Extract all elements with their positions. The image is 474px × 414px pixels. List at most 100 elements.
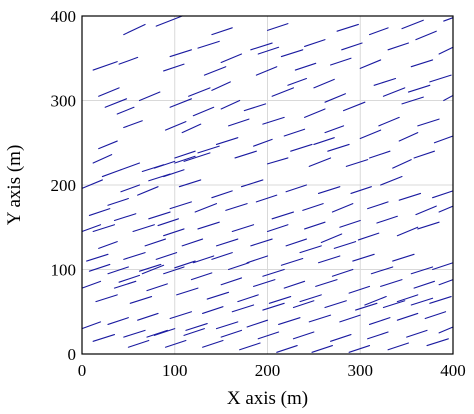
- fracture-segment: [429, 74, 452, 83]
- x-tick-label: 100: [162, 361, 188, 380]
- fracture-segment: [367, 331, 389, 340]
- fracture-segment: [107, 197, 129, 206]
- fracture-segment: [324, 300, 347, 309]
- fracture-segment: [107, 317, 129, 325]
- fracture-segment: [401, 19, 424, 30]
- fracture-segment: [285, 238, 308, 247]
- fracture-segment: [123, 120, 143, 129]
- fracture-segment: [413, 280, 436, 289]
- fracture-segment: [266, 157, 289, 165]
- fracture-segment: [299, 294, 322, 303]
- fracture-segment: [138, 263, 162, 272]
- fracture-segment: [317, 186, 341, 194]
- fracture-segment: [392, 253, 415, 262]
- fracture-segment: [163, 228, 185, 237]
- fracture-segment: [438, 279, 454, 286]
- y-tick-label: 100: [51, 261, 77, 280]
- fracture-segment: [257, 46, 280, 55]
- fracture-segment: [432, 262, 454, 271]
- fracture-segment: [120, 184, 141, 193]
- fracture-segment: [380, 279, 403, 287]
- fracture-segment: [123, 252, 146, 260]
- fracture-segment: [164, 121, 187, 131]
- fracture-segment: [239, 342, 261, 351]
- fracture-segment: [118, 56, 139, 65]
- fracture-segment: [215, 137, 239, 145]
- fracture-segment: [359, 59, 382, 69]
- fracture-segment: [206, 291, 230, 300]
- fracture-segment: [396, 226, 419, 237]
- fracture-segment: [308, 157, 332, 167]
- x-tick-label: 0: [78, 361, 87, 380]
- fracture-segment: [253, 279, 276, 287]
- fracture-segment: [378, 116, 400, 127]
- fracture-segment: [432, 190, 454, 199]
- fracture-segment: [324, 93, 346, 103]
- fracture-segment: [262, 302, 285, 311]
- fracture-segment: [280, 49, 304, 58]
- fracture-segment: [438, 326, 454, 334]
- fracture-segment: [380, 176, 403, 186]
- fracture-segment: [396, 312, 419, 321]
- fracture-segment: [197, 40, 220, 49]
- fracture-segment: [141, 164, 165, 173]
- fracture-segment: [304, 108, 326, 118]
- fracture-segment: [266, 224, 289, 233]
- fracture-segment: [313, 137, 335, 145]
- fracture-segment: [81, 179, 103, 189]
- fracture-segment: [396, 294, 419, 303]
- fracture-segment: [237, 294, 259, 303]
- fracture-segment: [190, 272, 213, 281]
- fracture-segment: [373, 77, 397, 86]
- fracture-segment: [220, 329, 243, 338]
- y-tick-label: 0: [68, 345, 77, 364]
- fracture-segment: [341, 42, 363, 51]
- fracture-segment: [331, 268, 354, 277]
- fracture-segment: [246, 255, 269, 264]
- fracture-segment: [240, 179, 264, 188]
- fracture-segment: [413, 150, 436, 159]
- fracture-segment: [234, 150, 257, 159]
- x-tick-label: 300: [348, 361, 374, 380]
- fracture-segment: [127, 339, 150, 348]
- fracture-segment: [211, 252, 233, 260]
- fracture-segment: [98, 140, 118, 150]
- y-tick-label: 300: [51, 92, 77, 111]
- x-axis-label: X axis (m): [227, 388, 308, 409]
- fracture-segment: [262, 116, 285, 125]
- fracture-segment: [169, 98, 192, 108]
- fracture-segment: [304, 39, 326, 47]
- fracture-segment: [255, 66, 278, 76]
- fracture-segment: [415, 30, 437, 41]
- fracture-segment: [287, 77, 308, 86]
- fracture-segment: [146, 283, 168, 292]
- fracture-segment: [153, 328, 176, 336]
- fracture-segment: [276, 344, 298, 353]
- fracture-segment: [324, 125, 345, 134]
- fracture-segment: [262, 268, 285, 277]
- fracture-segment: [181, 123, 202, 134]
- fracture-segment: [211, 190, 233, 199]
- fracture-segment: [315, 279, 338, 287]
- fracture-segment: [426, 338, 449, 347]
- fracture-segment: [144, 238, 167, 247]
- fracture-segment: [417, 118, 440, 127]
- fracture-segment: [382, 300, 406, 309]
- fracture-segment: [392, 159, 412, 169]
- fracture-segment: [81, 321, 102, 330]
- fracture-segment: [95, 294, 118, 303]
- fracture-segment: [197, 145, 220, 154]
- fracture-segment: [155, 15, 183, 27]
- fracture-segment: [163, 169, 185, 178]
- fracture-segment: [271, 211, 295, 220]
- fracture-segment: [308, 314, 332, 323]
- fracture-segment: [174, 260, 196, 269]
- fracture-segment: [406, 329, 428, 338]
- fracture-segment: [278, 317, 301, 325]
- fracture-segment: [215, 238, 239, 247]
- fracture-segment: [320, 233, 343, 244]
- fracture-segment: [192, 255, 215, 264]
- fracture-segment: [382, 87, 406, 97]
- fracture-segment: [98, 241, 118, 249]
- fracture-segment: [215, 321, 239, 330]
